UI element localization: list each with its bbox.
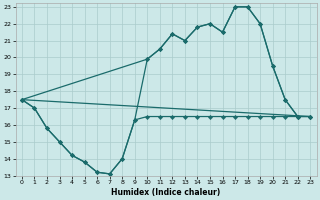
X-axis label: Humidex (Indice chaleur): Humidex (Indice chaleur)	[111, 188, 221, 197]
